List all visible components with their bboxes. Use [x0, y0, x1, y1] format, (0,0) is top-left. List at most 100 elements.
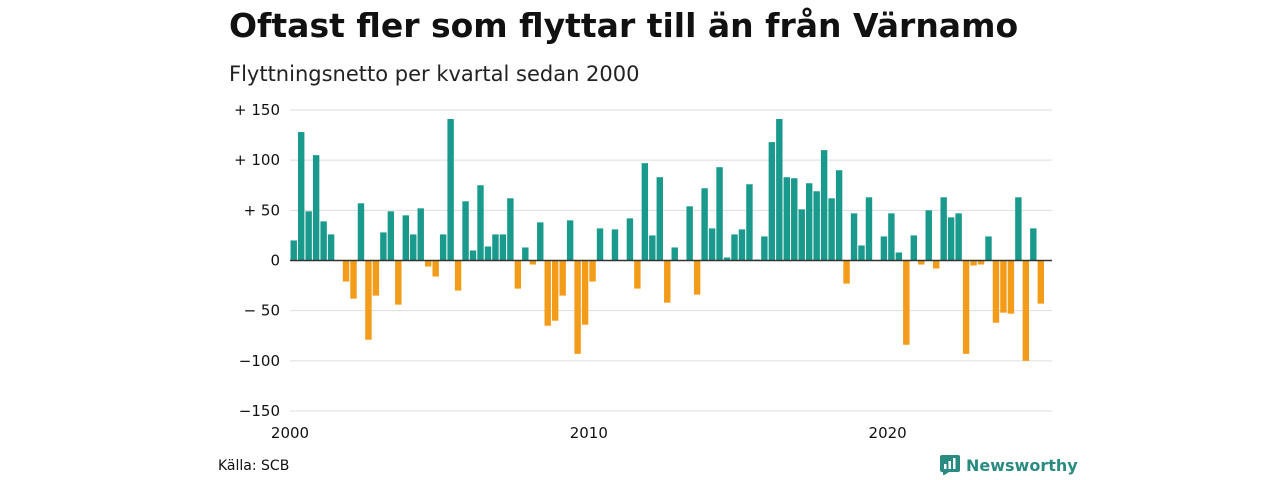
- bar: [656, 177, 663, 261]
- bar: [1000, 260, 1007, 313]
- bar: [611, 229, 619, 261]
- bar: [888, 213, 895, 261]
- chart-title: Oftast fler som flyttar till än från Vär…: [229, 6, 1019, 45]
- bar: [895, 252, 903, 261]
- bar: [581, 260, 589, 325]
- bar: [499, 234, 507, 261]
- newsworthy-logo-icon: [940, 455, 960, 475]
- bar: [940, 197, 947, 261]
- bar: [544, 260, 551, 326]
- bar: [649, 235, 656, 261]
- bar: [484, 246, 492, 261]
- bar: [596, 228, 604, 261]
- bar: [962, 260, 970, 354]
- bar: [1015, 197, 1022, 261]
- bar: [439, 234, 447, 261]
- bar: [776, 119, 783, 261]
- bar: [716, 167, 723, 261]
- bar: [820, 150, 828, 261]
- brand-name: Newsworthy: [966, 455, 1078, 475]
- bar: [805, 183, 813, 261]
- bar: [492, 234, 499, 261]
- bar: [477, 185, 484, 261]
- bar: [507, 198, 514, 261]
- y-axis-ticks: + 150 + 100 + 50 0 − 50 −100 −150: [234, 101, 280, 420]
- bar: [1022, 260, 1030, 361]
- bar: [626, 218, 634, 261]
- bar: [701, 188, 708, 261]
- source-note: Källa: SCB: [218, 458, 290, 474]
- bar: [589, 260, 596, 282]
- bar: [522, 247, 529, 261]
- bar: [372, 260, 380, 296]
- bar: [342, 260, 350, 282]
- gridlines: [290, 109, 1052, 412]
- bar: [320, 221, 327, 261]
- bar: [746, 184, 753, 261]
- bar: [977, 260, 985, 265]
- bar: [880, 236, 888, 261]
- bar: [1037, 260, 1044, 304]
- bar: [791, 178, 798, 261]
- bar: [641, 163, 649, 261]
- bar: [357, 203, 365, 261]
- bar: [1007, 260, 1015, 314]
- bar: [925, 210, 932, 261]
- y-tick-label: −100: [239, 352, 280, 370]
- bar: [970, 260, 977, 266]
- bar: [312, 155, 320, 261]
- chart-subtitle: Flyttningsnetto per kvartal sedan 2000: [229, 62, 640, 86]
- bar: [410, 234, 417, 261]
- bar: [865, 197, 873, 261]
- bar: [731, 234, 738, 261]
- bar: [985, 236, 992, 261]
- bar: [551, 260, 559, 321]
- bar: [932, 260, 940, 269]
- bar: [664, 260, 671, 303]
- bar: [566, 220, 574, 261]
- bar: [327, 234, 335, 261]
- bar: [559, 260, 566, 296]
- bar: [992, 260, 1000, 323]
- bar: [402, 215, 409, 261]
- y-tick-label: + 100: [234, 151, 280, 169]
- bar: [529, 260, 536, 265]
- bar: [395, 260, 402, 305]
- bar: [380, 232, 387, 261]
- y-tick-label: −150: [239, 402, 280, 420]
- bar: [723, 257, 731, 261]
- bar: [1030, 228, 1037, 261]
- y-tick-label: 0: [270, 252, 280, 270]
- bar: [365, 260, 372, 340]
- bar: [417, 208, 424, 261]
- bar: [947, 217, 955, 261]
- bar: [761, 236, 768, 261]
- bar: [828, 198, 835, 261]
- bar: [634, 260, 641, 289]
- bar: [297, 132, 305, 261]
- bar: [693, 260, 701, 295]
- bar: [671, 247, 678, 261]
- x-tick-label: 2010: [570, 424, 608, 442]
- bar: [469, 250, 477, 261]
- bar: [955, 213, 962, 261]
- bar: [454, 260, 462, 291]
- bar: [813, 191, 820, 261]
- bar: [424, 260, 432, 267]
- x-axis-ticks: 2000 2010 2020: [271, 424, 907, 442]
- bar: [903, 260, 910, 345]
- bar: [574, 260, 581, 354]
- bar: [783, 177, 790, 261]
- x-tick-label: 2000: [271, 424, 309, 442]
- bar: [835, 170, 843, 261]
- bar: [387, 211, 395, 261]
- bar: [686, 206, 693, 261]
- bar: [910, 235, 917, 261]
- x-tick-label: 2020: [869, 424, 907, 442]
- brand-logo[interactable]: Newsworthy: [940, 455, 1078, 475]
- bar: [290, 240, 297, 261]
- bar: [768, 142, 776, 261]
- bar: [918, 260, 925, 265]
- bar: [305, 211, 312, 261]
- bar: [514, 260, 522, 289]
